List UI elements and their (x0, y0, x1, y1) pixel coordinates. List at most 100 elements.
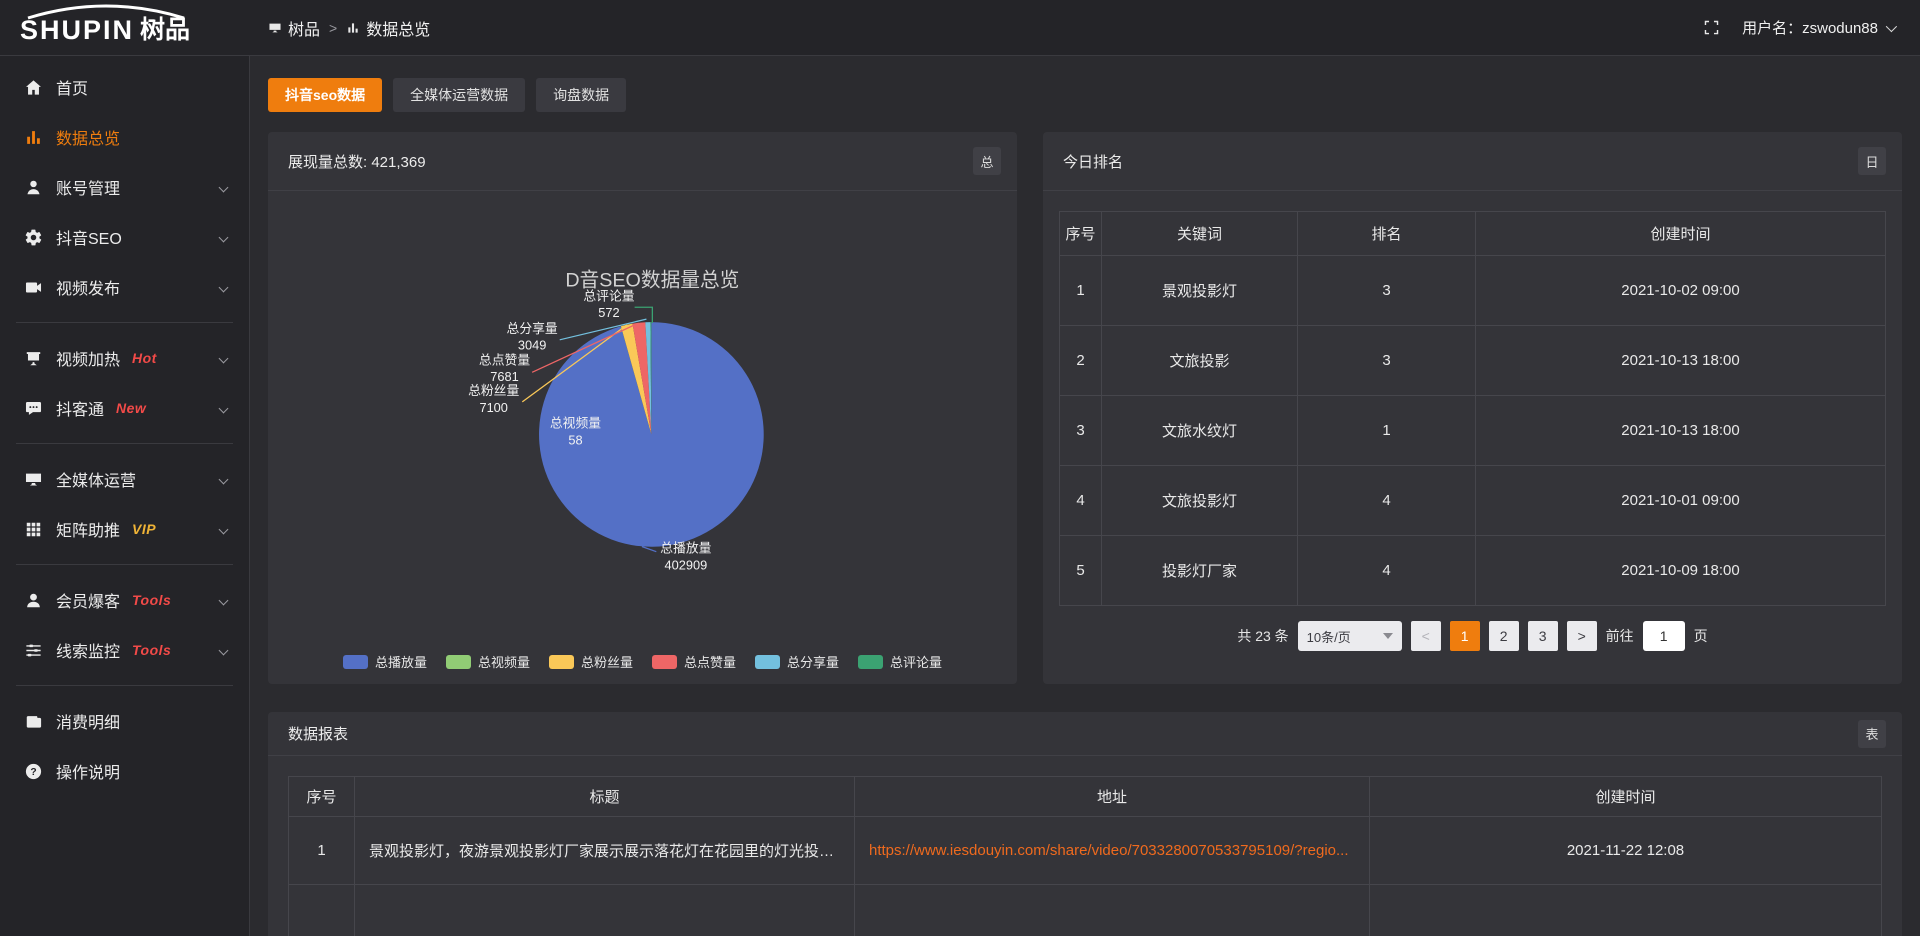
bar-chart-icon (348, 22, 358, 33)
total-toggle-button[interactable]: 总 (973, 147, 1001, 175)
page-button-3[interactable]: 3 (1527, 621, 1558, 651)
slice-label: 总粉丝量 (468, 383, 519, 398)
grid-icon (26, 522, 41, 536)
pie-slice[interactable] (650, 322, 652, 435)
page-button-2[interactable]: 2 (1488, 621, 1519, 651)
next-page-button[interactable]: > (1566, 621, 1597, 651)
slice-label: 总点赞量 (479, 352, 530, 367)
table-toggle-button[interactable]: 表 (1858, 719, 1886, 748)
logo-text-en: SHUPIN (20, 14, 135, 45)
report-table: 序号 标题 地址 创建时间 1 景观投影灯，夜游景观投影灯厂家展示展示落花灯在花… (288, 776, 1882, 936)
prev-page-button[interactable]: < (1410, 621, 1441, 651)
legend-item[interactable]: 总分享量 (755, 652, 839, 671)
tab-all-media[interactable]: 全媒体运营数据 (393, 78, 526, 112)
fullscreen-icon[interactable] (1703, 19, 1720, 36)
legend-item[interactable]: 总评论量 (858, 652, 942, 671)
slice-label: 总评论量 (583, 288, 634, 303)
table-row: 1 景观投影灯，夜游景观投影灯厂家展示展示落花灯在花园里的灯光投影应用效果 # … (288, 816, 1882, 885)
table-row: 1 景观投影灯 3 2021-10-02 09:00 (1059, 255, 1886, 326)
page-button-1[interactable]: 1 (1449, 621, 1480, 651)
sidebar-item-data-overview[interactable]: 数据总览 (0, 112, 249, 162)
pie-slice[interactable] (620, 323, 652, 435)
pie-slice[interactable] (645, 322, 652, 435)
pie-slice[interactable] (632, 322, 652, 435)
chevron-down-icon (218, 645, 229, 655)
legend-item[interactable]: 总粉丝量 (548, 652, 633, 671)
overview-card: 展现量总数: 421,369 总 D音SEO数据量总览 总播放量 402909 总视频… (268, 132, 1017, 684)
chevron-down-icon (218, 182, 229, 192)
breadcrumb-root[interactable]: 树品 (268, 16, 320, 40)
pie-slice[interactable] (539, 322, 764, 547)
slice-value: 7100 (479, 400, 507, 415)
sidebar-item-account[interactable]: 账号管理 (0, 162, 249, 212)
sidebar-item-matrix-boost[interactable]: 矩阵助推 VIP (0, 504, 249, 554)
sidebar-item-all-media[interactable]: 全媒体运营 (0, 454, 249, 504)
home-icon (26, 79, 41, 95)
table-row: 3 文旅水纹灯 1 2021-10-13 18:00 (1059, 395, 1886, 466)
sidebar-item-douyin-seo[interactable]: 抖音SEO (0, 212, 249, 262)
day-toggle-button[interactable]: 日 (1858, 147, 1886, 175)
hot-badge: Hot (132, 350, 157, 366)
chevron-down-icon (218, 524, 229, 534)
pie-slice[interactable] (620, 326, 652, 435)
chevron-down-icon (218, 403, 229, 413)
tab-douyin-seo[interactable]: 抖音seo数据 (268, 78, 383, 112)
goto-page-input[interactable] (1642, 621, 1685, 651)
slice-label: 总分享量 (507, 321, 558, 336)
monitor-icon (25, 473, 42, 485)
logo-text-cn: 树品 (140, 15, 191, 44)
table-row (288, 884, 1882, 936)
new-badge: New (116, 400, 147, 416)
screen-icon (269, 23, 281, 32)
tools-badge: Tools (132, 642, 172, 658)
column-header: 地址 (854, 776, 1370, 817)
sliders-icon (25, 643, 42, 657)
data-tabs: 抖音seo数据 全媒体运营数据 询盘数据 (268, 78, 1902, 112)
legend-item[interactable]: 总视频量 (445, 652, 530, 671)
ranking-table: 序号 关键词 排名 创建时间 1 景观投影灯 3 2021-10-02 09:0… (1059, 211, 1886, 606)
chevron-down-icon (218, 595, 229, 605)
sidebar-divider (16, 685, 233, 686)
slice-value: 58 (568, 432, 582, 447)
chart-legend: 总播放量 总视频量 总粉丝量 总点赞量 总分享量 总评论量 (268, 652, 1017, 671)
sidebar-item-lead-monitor[interactable]: 线索监控 Tools (0, 625, 249, 675)
column-header: 创建时间 (1475, 211, 1886, 256)
chevron-down-icon (1382, 633, 1393, 639)
pie-chart: D音SEO数据量总览 总播放量 402909 总视频量 58 总粉丝量 7100 总点赞量 76… (268, 191, 1017, 684)
ranking-card-title: 今日排名 (1063, 153, 1124, 171)
tab-inquiry[interactable]: 询盘数据 (536, 78, 627, 112)
user-menu[interactable]: 用户名：zswodun88 (1742, 17, 1898, 38)
pagination: 共 23 条 10条/页 < 1 2 3 > 前往 页 (1059, 621, 1886, 651)
video-title: 景观投影灯，夜游景观投影灯厂家展示展示落花灯在花园里的灯光投影应用效果 # (369, 843, 839, 860)
sidebar-item-douketong[interactable]: 抖客通 New (0, 383, 249, 433)
sidebar-divider (16, 564, 233, 565)
slice-label: 总视频量 (550, 416, 601, 431)
sidebar-item-video-heat[interactable]: 视频加热 Hot (0, 333, 249, 383)
sidebar-item-video-publish[interactable]: 视频发布 (0, 262, 249, 312)
user-icon (27, 180, 40, 194)
sidebar-item-home[interactable]: 首页 (0, 62, 249, 112)
legend-item[interactable]: 总播放量 (342, 652, 427, 671)
sidebar-item-member-burst[interactable]: 会员爆客 Tools (0, 575, 249, 625)
column-header: 排名 (1297, 211, 1476, 256)
sidebar-item-consumption[interactable]: 消费明细 (0, 696, 249, 746)
chevron-down-icon (218, 353, 229, 363)
page-size-select[interactable]: 10条/页 (1297, 621, 1402, 651)
goto-label: 前往 (1605, 628, 1634, 644)
column-header: 关键词 (1101, 211, 1298, 256)
chart-title: D音SEO数据量总览 (565, 270, 739, 292)
question-icon (25, 763, 42, 779)
column-header: 序号 (1059, 211, 1102, 256)
vip-badge: VIP (132, 521, 157, 537)
breadcrumb-current[interactable]: 数据总览 (346, 16, 430, 40)
logo-arc (27, 4, 185, 19)
video-link[interactable]: https://www.iesdouyin.com/share/video/70… (869, 842, 1349, 860)
sidebar-divider (16, 322, 233, 323)
board-icon (26, 351, 41, 365)
table-header-row: 序号 关键词 排名 创建时间 (1059, 211, 1886, 256)
legend-item[interactable]: 总点赞量 (652, 652, 736, 671)
legend-swatch (858, 654, 884, 669)
wallet-icon (26, 715, 42, 728)
chat-icon (25, 401, 42, 415)
sidebar-item-help[interactable]: 操作说明 (0, 746, 249, 796)
